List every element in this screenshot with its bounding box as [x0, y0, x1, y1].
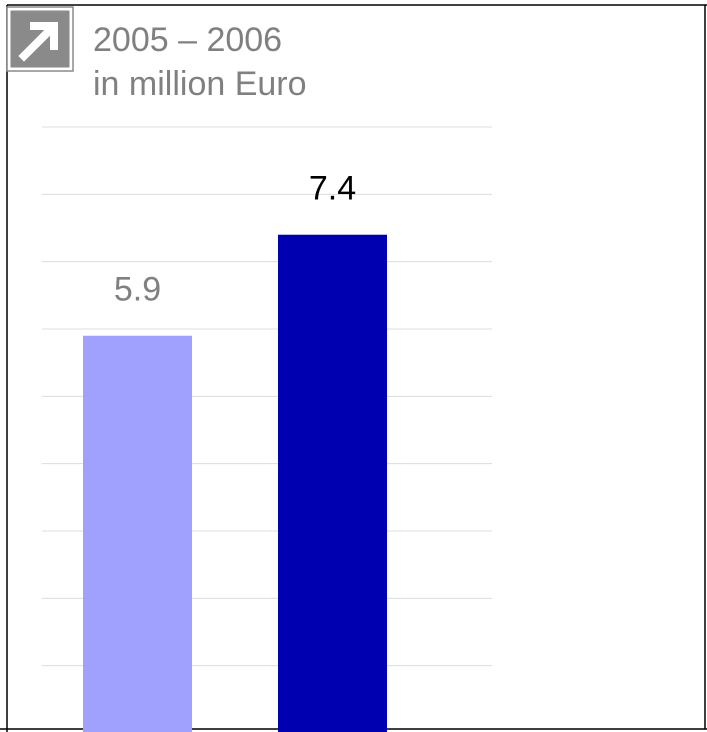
bars: 5.9 7.4 — [83, 170, 387, 732]
chart-subtitle: in million Euro — [93, 65, 307, 103]
icon-outline — [6, 6, 74, 72]
icon-arrow — [18, 22, 58, 62]
bar — [278, 234, 387, 732]
value-label: 7.4 — [309, 170, 356, 208]
value-label: 5.9 — [114, 271, 161, 309]
chart-title: 2005 – 2006 — [93, 21, 282, 59]
icon — [6, 6, 74, 72]
bar — [83, 335, 192, 732]
